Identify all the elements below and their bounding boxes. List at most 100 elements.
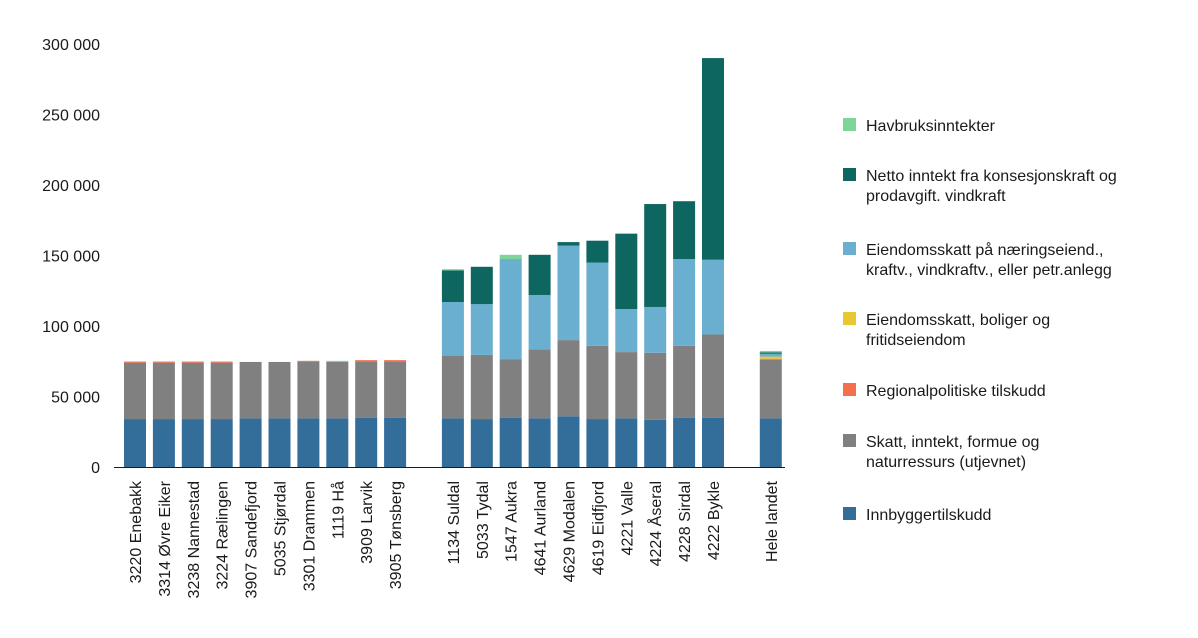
bar-segment [586,419,609,467]
bar-segment [181,419,204,467]
bar-segment [557,245,580,341]
bar-segment [557,242,580,246]
x-category-label: 4641 Aurland [533,481,550,575]
bar-segment [759,356,782,359]
x-category-label: 3907 Sandefjord [244,481,261,598]
bar-segment [586,345,609,420]
x-category-label: 3224 Rælingen [215,481,232,590]
x-category-label: 4629 Modalen [562,481,579,582]
bar-segment [124,419,146,467]
bar-segment [759,418,782,467]
bar-segment [499,259,522,360]
bar-segment [759,353,782,357]
y-tick-label: 300 000 [42,37,100,54]
bar-segment [586,240,609,263]
legend: Havbruksinntekter Netto inntekt fra konse… [843,118,1117,524]
bar-segment [557,416,580,467]
bar-segment [673,259,696,346]
bar-segment [297,360,320,362]
legend-label: Innbyggertilskudd [866,507,991,524]
bar-segment [355,360,378,362]
bar-segment [210,362,233,420]
bar-segment [384,417,407,467]
x-category-label: 3301 Drammen [301,481,318,591]
bar-segment [124,361,146,363]
legend-swatch [843,168,856,181]
x-category-label: 4619 Eidfjord [590,481,607,575]
bar-segment [702,334,724,418]
legend-label: Skatt, inntekt, formue og naturressurs (u… [866,434,1039,471]
bar-segment [499,359,522,418]
bar-segment [152,361,175,363]
bar-segment [441,418,464,467]
legend-label: Netto inntekt fra konsesjonskraft og prod… [866,168,1117,205]
bar-segment [124,362,146,420]
y-tick-label: 0 [91,460,100,477]
bar-segment [759,350,782,353]
bar-segment [470,354,493,420]
x-category-label: 4228 Sirdal [677,481,694,562]
x-category-label: 4221 Valle [619,481,636,556]
x-category-label: 5033 Tydal [475,481,492,559]
x-category-label: 3238 Nannestad [186,481,203,598]
bar-segment [499,417,522,467]
x-category-label: 1134 Suldal [446,481,463,564]
bar-segment [239,361,262,419]
x-category-label: 5035 Stjørdal [273,481,290,576]
bar-segment [759,359,782,419]
legend-swatch [843,507,856,520]
bar-segment [210,419,233,467]
y-tick-label: 150 000 [42,249,100,266]
bar-segment [239,418,262,467]
bar-segment [297,361,320,419]
bar-segment [586,262,609,346]
legend-label: Eiendomsskatt, boliger og fritidseiendom [866,312,1050,349]
bar-segment [210,361,233,363]
bar-segment [384,361,407,418]
bar-segment [673,345,696,418]
x-category-label: 1547 Aukra [504,481,521,562]
x-category-label: 3909 Larvik [359,480,376,564]
bar-segment [499,254,522,260]
bar-segment [644,204,667,307]
legend-swatch [843,434,856,447]
bar-segment [673,201,696,260]
bar-segment [644,419,667,467]
bar-segment [470,304,493,355]
bar-segment [326,361,349,419]
bar-segment [268,361,291,419]
bar-segment [470,266,493,305]
bar-segment [441,355,464,419]
bar-segment [441,270,464,303]
legend-label: Havbruksinntekter [866,118,996,135]
bar-segment [557,340,580,417]
legend-swatch [843,242,856,255]
bar-segment [152,362,175,420]
legend-label: Regionalpolitiske tilskudd [866,383,1046,400]
x-category-label: Hele landet [764,480,781,562]
bar-segment [528,418,551,467]
bar-segment [644,306,667,353]
y-axis-ticks: 0 50 000 100 000 150 000 200 000 250 000 300 0… [42,37,100,477]
y-tick-label: 100 000 [42,319,100,336]
x-category-label: 1119 Hå [329,481,347,539]
bar-segment [297,418,320,467]
y-tick-label: 250 000 [42,108,100,125]
bar-segment [326,418,349,467]
legend-swatch [843,312,856,325]
x-category-label: 3220 Enebakk [128,480,145,583]
bar-segment [759,358,782,360]
bar-segment [615,309,638,353]
bar-segment [759,352,782,354]
bar-segment [268,418,291,467]
x-axis-labels: 3220 Enebakk 3314 Øvre Eiker 3238 Nannesta… [128,480,781,598]
bar-segment [152,419,175,467]
bar-segment [528,349,551,419]
bar-segment [355,417,378,467]
bar-segment [470,419,493,467]
bar-segment [181,361,204,363]
x-category-label: 3905 Tønsberg [388,481,405,589]
bar-segment [528,294,551,350]
bars [124,58,782,467]
